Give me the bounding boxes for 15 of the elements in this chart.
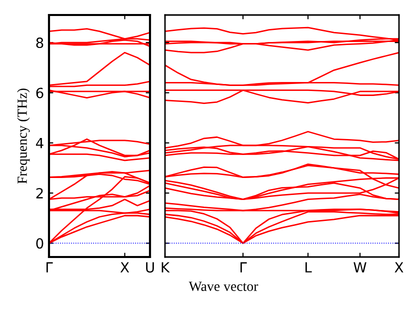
y-tick-label: 0	[36, 238, 44, 249]
x-tick-label: K	[162, 262, 170, 272]
x-tick-label: W	[354, 262, 366, 272]
x-tick-label: X	[120, 262, 130, 272]
x-tick-label: L	[305, 262, 312, 272]
x-axis-title: Wave vector	[188, 282, 258, 292]
y-axis-title: Frequency (THz)	[17, 88, 30, 184]
y-tick-label: 6	[36, 88, 44, 98]
y-tick-label: 8	[36, 38, 44, 48]
x-tick-label: U	[146, 262, 154, 273]
y-tick-label: 2	[36, 188, 43, 198]
x-tick-label: Γ	[46, 262, 53, 272]
x-tick-label: Γ	[240, 262, 247, 272]
y-tick-label: 4	[36, 138, 44, 148]
x-tick-label: X	[394, 262, 404, 272]
